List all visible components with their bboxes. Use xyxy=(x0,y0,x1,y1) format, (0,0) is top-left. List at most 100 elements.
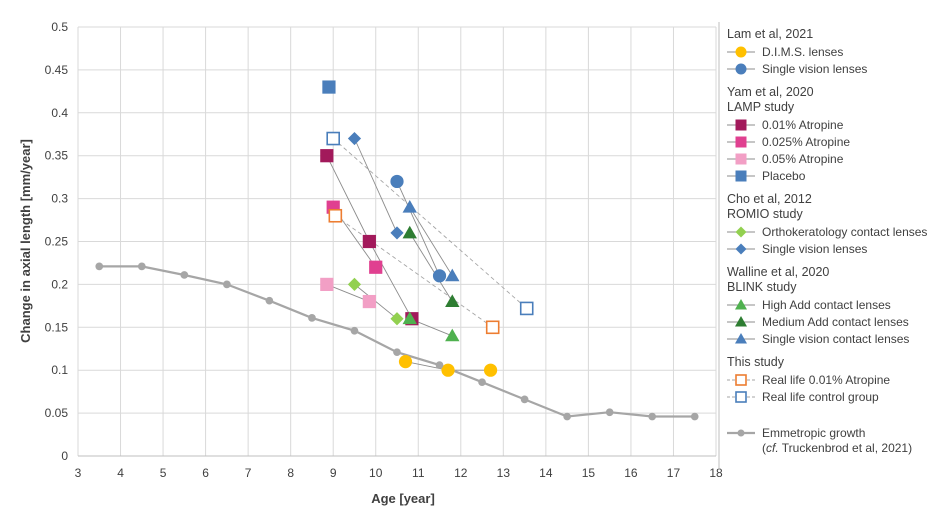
y-tick-label: 0 xyxy=(61,449,68,463)
y-tick-label: 0.1 xyxy=(51,363,68,377)
data-point xyxy=(735,299,747,310)
legend-entry: Single vision contact lenses xyxy=(762,332,909,346)
legend-group-title: Walline et al, 2020 xyxy=(727,265,829,279)
legend: Lam et al, 2021 D.I.M.S. lenses Single vis… xyxy=(727,27,927,455)
legend-entry: Medium Add contact lenses xyxy=(762,315,909,329)
data-point xyxy=(478,378,486,387)
x-tick-label: 17 xyxy=(667,466,681,480)
series-line xyxy=(409,206,453,277)
x-tick-label: 15 xyxy=(582,466,596,480)
y-tick-label: 0.3 xyxy=(51,192,68,206)
grid-lines xyxy=(77,26,717,457)
data-point xyxy=(350,326,359,335)
data-point xyxy=(322,80,336,94)
data-point xyxy=(605,408,614,417)
legend-entry: 0.025% Atropine xyxy=(762,135,850,149)
data-point xyxy=(735,226,747,238)
x-tick-label: 14 xyxy=(539,466,553,480)
data-point xyxy=(737,429,745,437)
data-point xyxy=(445,294,460,307)
x-tick-label: 4 xyxy=(117,466,124,480)
data-point xyxy=(328,208,343,223)
data-point xyxy=(402,199,417,213)
data-point xyxy=(402,311,417,325)
y-tick-label: 0.25 xyxy=(45,235,69,249)
data-point xyxy=(735,46,747,58)
x-axis-title: Age [year] xyxy=(371,491,435,506)
series-line xyxy=(332,138,527,309)
series-line xyxy=(99,265,695,418)
data-point xyxy=(441,363,455,377)
legend-entry: D.I.M.S. lenses xyxy=(762,45,843,59)
data-point xyxy=(735,63,747,75)
series-line xyxy=(335,215,493,328)
data-point xyxy=(445,268,460,282)
data-point xyxy=(563,412,571,421)
data-point xyxy=(445,328,460,342)
data-point xyxy=(735,243,747,255)
data-point xyxy=(735,170,747,182)
y-tick-label: 0.4 xyxy=(51,106,68,120)
data-point xyxy=(390,226,404,240)
legend-entry: High Add contact lenses xyxy=(762,298,891,312)
x-tick-label: 13 xyxy=(497,466,511,480)
data-series xyxy=(95,80,699,421)
data-point xyxy=(265,296,274,305)
x-tick-label: 16 xyxy=(624,466,638,480)
x-tick-label: 12 xyxy=(454,466,468,480)
legend-entry: 0.01% Atropine xyxy=(762,118,844,132)
series-line xyxy=(396,181,440,276)
legend-group-title: Lam et al, 2021 xyxy=(727,27,813,41)
data-point xyxy=(308,314,316,322)
legend-entry: Single vision lenses xyxy=(762,62,867,76)
x-tick-label: 10 xyxy=(369,466,383,480)
data-point xyxy=(483,363,498,377)
series-line xyxy=(354,138,398,234)
legend-group-title: Yam et al, 2020 xyxy=(727,85,814,99)
data-point xyxy=(95,262,104,271)
data-point xyxy=(390,312,404,326)
data-point xyxy=(402,225,417,239)
legend-entry: Emmetropic growth xyxy=(762,426,865,440)
legend-entry: 0.05% Atropine xyxy=(762,152,844,166)
x-tick-label: 11 xyxy=(412,466,425,480)
data-point xyxy=(648,412,657,421)
data-point xyxy=(735,153,747,165)
legend-entry: Real life 0.01% Atropine xyxy=(762,373,890,387)
x-tick-labels: 3 4 5 6 7 8 9 10 11 12 13 14 15 16 17 18 xyxy=(75,466,723,480)
data-point xyxy=(735,391,747,403)
data-point xyxy=(137,262,146,271)
data-point xyxy=(735,316,747,327)
data-point xyxy=(690,412,699,421)
data-point xyxy=(326,131,341,146)
x-tick-label: 18 xyxy=(709,466,723,480)
y-tick-label: 0.2 xyxy=(51,277,68,291)
y-tick-label: 0.5 xyxy=(51,20,68,34)
data-point xyxy=(320,277,334,291)
y-tick-labels: 0 0.05 0.1 0.15 0.2 0.25 0.3 0.35 0.4 0.45 0.5 xyxy=(45,20,69,463)
legend-group-title: This study xyxy=(727,355,785,369)
y-tick-label: 0.15 xyxy=(45,320,69,334)
data-point xyxy=(398,355,413,369)
x-tick-label: 6 xyxy=(202,466,209,480)
x-tick-label: 5 xyxy=(160,466,167,480)
legend-entry: Orthokeratology contact lenses xyxy=(762,225,927,239)
data-point xyxy=(735,333,747,344)
data-point xyxy=(485,320,500,335)
legend-entry: Placebo xyxy=(762,169,806,183)
legend-entry: Real life control group xyxy=(762,390,879,404)
data-point xyxy=(435,361,444,369)
x-tick-label: 3 xyxy=(75,466,82,480)
data-point xyxy=(735,374,747,386)
data-point xyxy=(735,119,747,131)
data-point xyxy=(520,395,529,404)
y-axis-title: Change in axial length [mm/year] xyxy=(18,139,33,343)
legend-group-title: BLINK study xyxy=(727,280,797,294)
data-point xyxy=(362,294,376,309)
y-tick-label: 0.45 xyxy=(45,63,69,77)
data-point xyxy=(347,131,362,146)
series-line xyxy=(326,283,370,303)
data-point xyxy=(519,301,534,316)
data-point xyxy=(362,234,376,249)
x-tick-label: 7 xyxy=(245,466,252,480)
